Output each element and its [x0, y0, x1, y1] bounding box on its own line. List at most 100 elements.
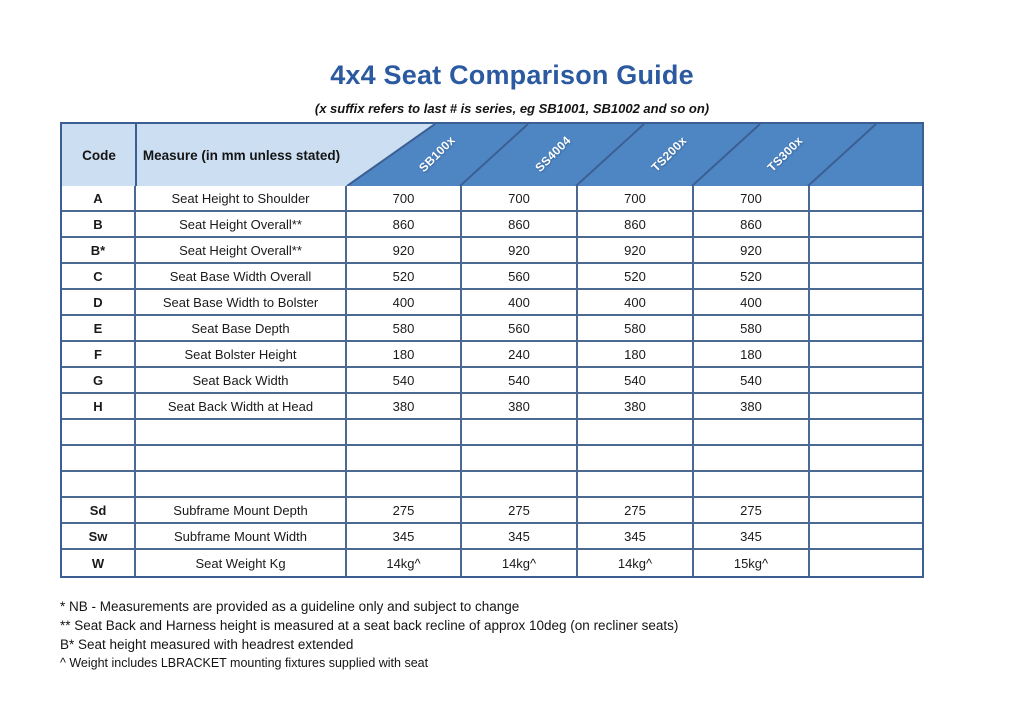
code-cell: B — [62, 212, 136, 238]
comparison-table: Code Measure (in mm unless stated) SB100… — [60, 122, 924, 578]
footnote-line: ^ Weight includes LBRACKET mounting fixt… — [60, 656, 429, 670]
measure-cell: Seat Bolster Height — [136, 342, 347, 368]
value-cell: 580 — [347, 316, 462, 342]
value-cell — [347, 446, 462, 472]
table-row — [62, 446, 922, 472]
value-cell — [810, 290, 922, 316]
page-subtitle: (x suffix refers to last # is series, eg… — [314, 101, 710, 116]
value-cell: 400 — [578, 290, 694, 316]
code-cell: E — [62, 316, 136, 342]
table-body: A Seat Height to Shoulder 700 700 700 700 B Sea… — [62, 186, 922, 576]
value-cell: 345 — [694, 524, 810, 550]
value-cell: 15kg^ — [694, 550, 810, 576]
value-cell: 520 — [578, 264, 694, 290]
value-cell: 400 — [347, 290, 462, 316]
value-cell — [694, 420, 810, 446]
value-cell: 560 — [462, 264, 578, 290]
value-cell: 14kg^ — [347, 550, 462, 576]
value-cell: 920 — [694, 238, 810, 264]
value-cell: 920 — [462, 238, 578, 264]
value-cell — [347, 472, 462, 498]
footnote-line: ** Seat Back and Harness height is measu… — [60, 618, 679, 633]
value-cell: 275 — [462, 498, 578, 524]
value-cell: 700 — [462, 186, 578, 212]
footnote-line: * NB - Measurements are provided as a gu… — [60, 599, 520, 614]
value-cell — [810, 524, 922, 550]
footnote-line: B* Seat height measured with headrest ex… — [60, 637, 354, 652]
value-cell — [810, 342, 922, 368]
table-row: B Seat Height Overall** 860 860 860 860 — [62, 212, 922, 238]
table-row: B* Seat Height Overall** 920 920 920 920 — [62, 238, 922, 264]
value-cell — [810, 186, 922, 212]
value-cell: 540 — [578, 368, 694, 394]
value-cell — [810, 264, 922, 290]
value-cell: 700 — [694, 186, 810, 212]
value-cell — [347, 420, 462, 446]
value-cell: 580 — [694, 316, 810, 342]
value-cell: 380 — [347, 394, 462, 420]
page-title: 4x4 Seat Comparison Guide — [330, 60, 694, 90]
table-header-row: Code Measure (in mm unless stated) SB100… — [62, 124, 922, 186]
table-row: G Seat Back Width 540 540 540 540 — [62, 368, 922, 394]
measure-cell: Seat Weight Kg — [136, 550, 347, 576]
value-cell: 180 — [578, 342, 694, 368]
value-cell: 860 — [578, 212, 694, 238]
measure-cell: Seat Height Overall** — [136, 238, 347, 264]
measure-cell — [136, 472, 347, 498]
value-cell — [810, 420, 922, 446]
value-cell — [578, 420, 694, 446]
measure-cell: Seat Base Depth — [136, 316, 347, 342]
measure-cell: Seat Base Width Overall — [136, 264, 347, 290]
measure-cell: Subframe Mount Width — [136, 524, 347, 550]
header-background-shapes — [62, 124, 922, 186]
value-cell — [810, 446, 922, 472]
measure-cell: Seat Back Width at Head — [136, 394, 347, 420]
table-row — [62, 420, 922, 446]
value-cell — [578, 446, 694, 472]
table-row: D Seat Base Width to Bolster 400 400 400 400 — [62, 290, 922, 316]
value-cell: 540 — [462, 368, 578, 394]
value-cell: 860 — [347, 212, 462, 238]
table-row — [62, 472, 922, 498]
value-cell: 520 — [347, 264, 462, 290]
value-cell — [462, 472, 578, 498]
value-cell — [578, 472, 694, 498]
value-cell — [810, 368, 922, 394]
code-cell: H — [62, 394, 136, 420]
code-column-header: Code — [82, 147, 116, 163]
value-cell: 380 — [694, 394, 810, 420]
measure-cell: Seat Back Width — [136, 368, 347, 394]
table-row: C Seat Base Width Overall 520 560 520 520 — [62, 264, 922, 290]
code-cell: F — [62, 342, 136, 368]
table-row: A Seat Height to Shoulder 700 700 700 700 — [62, 186, 922, 212]
measure-cell: Subframe Mount Depth — [136, 498, 347, 524]
table-row: E Seat Base Depth 580 560 580 580 — [62, 316, 922, 342]
table-row: F Seat Bolster Height 180 240 180 180 — [62, 342, 922, 368]
value-cell: 920 — [578, 238, 694, 264]
measure-column-header: Measure (in mm unless stated) — [142, 147, 341, 163]
value-cell: 14kg^ — [578, 550, 694, 576]
measure-cell — [136, 420, 347, 446]
code-cell: D — [62, 290, 136, 316]
table-row: W Seat Weight Kg 14kg^ 14kg^ 14kg^ 15kg^ — [62, 550, 922, 576]
measure-cell: Seat Height to Shoulder — [136, 186, 347, 212]
code-cell — [62, 472, 136, 498]
code-cell — [62, 420, 136, 446]
value-cell: 275 — [347, 498, 462, 524]
value-cell: 520 — [694, 264, 810, 290]
value-cell: 540 — [347, 368, 462, 394]
footnotes: * NB - Measurements are provided as a gu… — [60, 597, 960, 673]
value-cell — [810, 316, 922, 342]
value-cell — [810, 238, 922, 264]
code-cell: A — [62, 186, 136, 212]
measure-cell — [136, 446, 347, 472]
measure-cell: Seat Height Overall** — [136, 212, 347, 238]
code-cell — [62, 446, 136, 472]
measure-cell: Seat Base Width to Bolster — [136, 290, 347, 316]
code-cell: W — [62, 550, 136, 576]
value-cell — [810, 550, 922, 576]
value-cell — [694, 446, 810, 472]
table-row: Sw Subframe Mount Width 345 345 345 345 — [62, 524, 922, 550]
value-cell: 540 — [694, 368, 810, 394]
